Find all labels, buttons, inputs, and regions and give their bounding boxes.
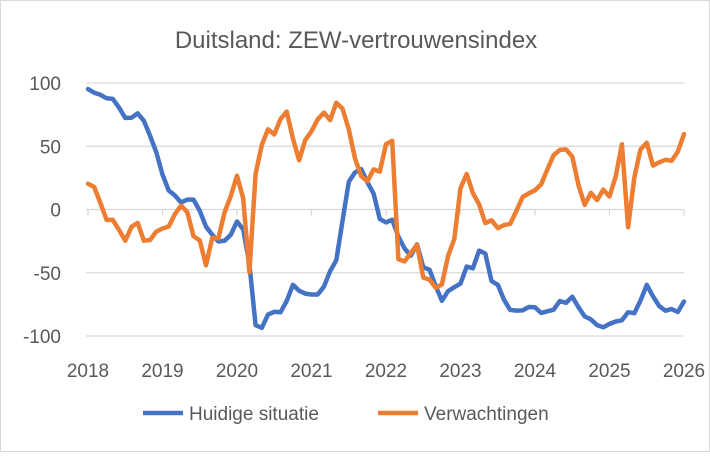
x-tick-label: 2018 — [67, 361, 109, 382]
x-axis-ticks: 2018 2019 2020 2021 2022 2023 2024 2025 2026 — [67, 209, 705, 382]
x-tick-label: 2020 — [216, 361, 258, 382]
x-tick-label: 2026 — [663, 361, 705, 382]
x-tick-label: 2025 — [588, 361, 630, 382]
y-tick-label: 0 — [50, 201, 61, 222]
y-tick-label: 100 — [29, 74, 61, 95]
series-line-huidige-situatie — [85, 86, 687, 331]
series-lines — [85, 86, 687, 331]
x-tick-label: 2022 — [365, 361, 407, 382]
x-tick-label: 2019 — [141, 361, 183, 382]
series-line-verwachtingen — [85, 100, 687, 291]
x-tick-label: 2021 — [290, 361, 332, 382]
x-tick-label: 2023 — [439, 361, 481, 382]
legend-label-huidige-situatie: Huidige situatie — [189, 404, 319, 425]
legend-label-verwachtingen: Verwachtingen — [424, 404, 549, 425]
x-tick-label: 2024 — [514, 361, 557, 382]
y-tick-label: 50 — [40, 137, 61, 158]
chart-title: Duitsland: ZEW-vertrouwensindex — [175, 27, 537, 54]
y-axis-ticks: 100 50 0 -50 -100 — [23, 74, 61, 348]
y-tick-label: -100 — [23, 327, 61, 348]
y-tick-label: -50 — [34, 264, 61, 285]
legend: Huidige situatie Verwachtingen — [143, 404, 549, 425]
